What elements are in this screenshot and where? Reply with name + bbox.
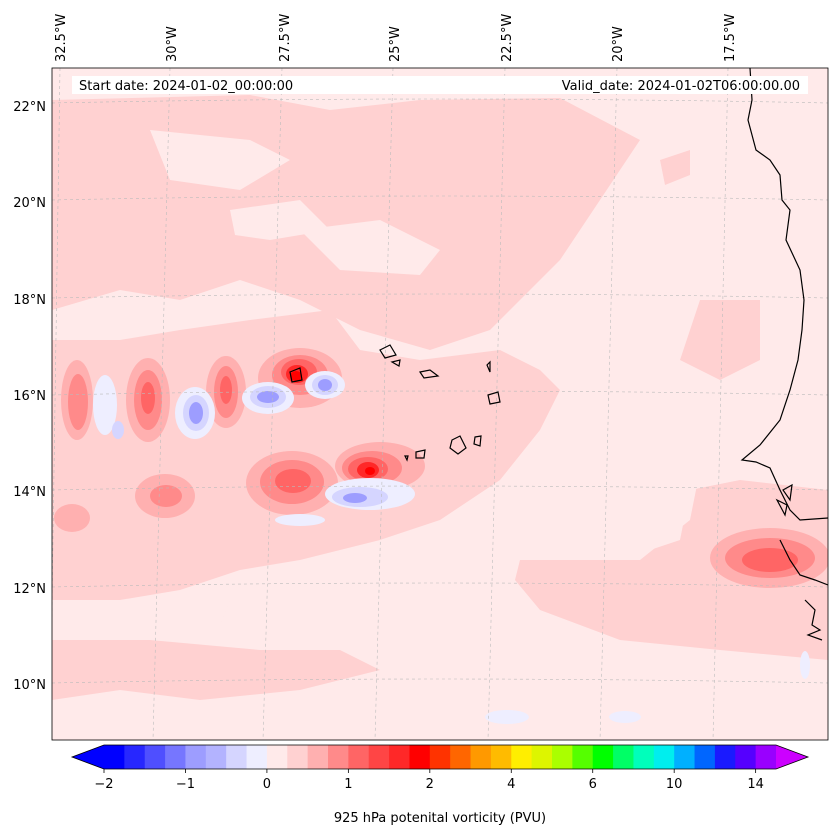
colorbar-cell [694, 745, 716, 769]
lat-label: 16°N [13, 389, 46, 404]
start-date-text: Start date: 2024-01-02_00:00:00 [79, 79, 293, 94]
lon-label: 25°W [388, 26, 403, 62]
valid-date-text: Valid_date: 2024-01-02T06:00:00.00 [562, 79, 800, 94]
colorbar-cell [104, 745, 125, 769]
gridlines [52, 68, 828, 740]
colorbar-cell [511, 745, 533, 769]
map-panel [52, 68, 828, 740]
colorbar-cell [368, 745, 390, 769]
colorbar-cells [104, 745, 777, 769]
info-banner [72, 76, 808, 94]
colorbar-cell [165, 745, 187, 769]
lat-label: 22°N [13, 100, 46, 115]
colorbar-cell [755, 745, 777, 769]
colorbar-cell [470, 745, 492, 769]
colorbar-cell [572, 745, 594, 769]
colorbar-extend-high [776, 745, 808, 769]
colorbar-cell [389, 745, 411, 769]
colorbar-cell [246, 745, 268, 769]
map-frame [51, 67, 829, 741]
colorbar-tick-label: 2 [426, 777, 434, 792]
colorbar-cell [348, 745, 370, 769]
colorbar-cell [633, 745, 655, 769]
lon-label: 22.5°W [500, 14, 515, 62]
colorbar-cell [429, 745, 451, 769]
colorbar-cell [409, 745, 431, 769]
colorbar-cell [653, 745, 675, 769]
colorbar-cell [287, 745, 309, 769]
lat-label: 18°N [13, 293, 46, 308]
colorbar-cell [124, 745, 146, 769]
colorbar-cell [185, 745, 207, 769]
pv-field-blue [189, 379, 367, 503]
colorbar-cell [735, 745, 757, 769]
lat-label: 14°N [13, 485, 46, 500]
colorbar-cell [552, 745, 573, 769]
colorbar-cell [328, 745, 349, 769]
colorbar-cell [266, 745, 288, 769]
lat-label: 12°N [13, 582, 46, 597]
colorbar-tick-label: 6 [589, 777, 597, 792]
colorbar-cell [613, 745, 635, 769]
coastlines [289, 68, 828, 641]
pv-field-light-pink [52, 95, 828, 700]
colorbar-cell [714, 745, 736, 769]
pv-field-red-peak [290, 371, 375, 475]
colorbar-tick-label: 4 [507, 777, 515, 792]
pv-field-background-patches [150, 130, 700, 630]
lon-label: 20°W [611, 26, 626, 62]
lon-labels: 32.5°W 30°W 27.5°W 25°W 22.5°W 20°W 17.5… [54, 14, 738, 62]
lon-label: 32.5°W [54, 14, 69, 62]
colorbar-tick-label: 1 [344, 777, 352, 792]
colorbar-cell [450, 745, 472, 769]
colorbar-tick-label: −1 [176, 777, 195, 792]
colorbar-cell [592, 745, 614, 769]
colorbar-tick-label: 10 [666, 777, 683, 792]
colorbar-cell [205, 745, 227, 769]
lat-label: 10°N [13, 678, 46, 693]
lat-labels: 22°N 20°N 18°N 16°N 14°N 12°N 10°N [13, 100, 46, 693]
colorbar-ticks: −2 −1 0 1 2 4 6 10 14 [94, 769, 764, 792]
colorbar-cell [307, 745, 329, 769]
colorbar-cell [674, 745, 696, 769]
colorbar-label: 925 hPa potenital vorticity (PVU) [334, 811, 546, 826]
colorbar-tick-label: 14 [747, 777, 764, 792]
colorbar-tick-label: 0 [263, 777, 271, 792]
lon-label: 27.5°W [278, 14, 293, 62]
colorbar-cell [531, 745, 553, 769]
colorbar-tick-label: −2 [94, 777, 113, 792]
lat-label: 20°N [13, 196, 46, 211]
colorbar: −2 −1 0 1 2 4 6 10 14 925 hPa potenital vorticit… [70, 744, 810, 826]
lon-label: 17.5°W [723, 14, 738, 62]
colorbar-cell [226, 745, 248, 769]
colorbar-cell [490, 745, 512, 769]
colorbar-cell [144, 745, 166, 769]
lon-label: 30°W [165, 26, 180, 62]
colorbar-extend-low [72, 745, 104, 769]
